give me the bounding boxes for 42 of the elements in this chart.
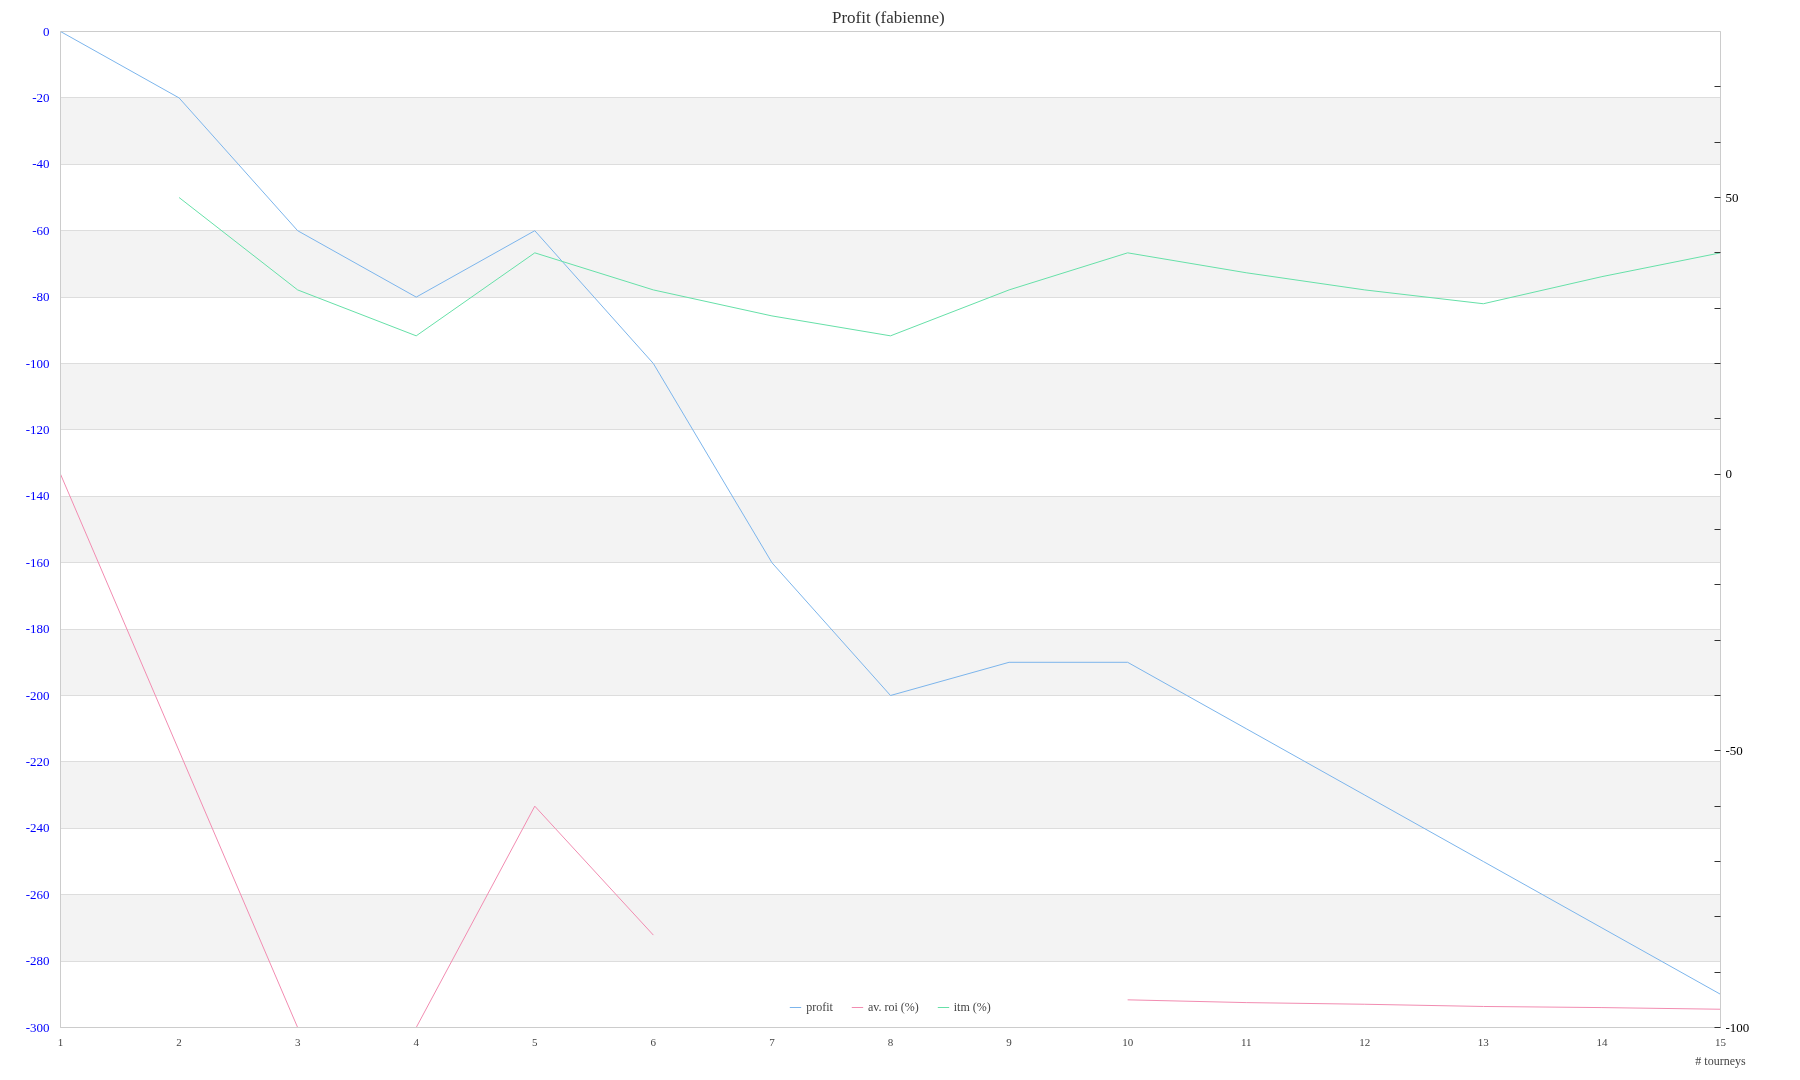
- y2-tick-label: -50: [1725, 742, 1743, 758]
- y-tick-label: -80: [32, 289, 50, 305]
- y-tick-label: -100: [25, 355, 50, 371]
- y2-tick-label: 50: [1725, 189, 1739, 205]
- y-tick-label: -300: [25, 1019, 50, 1035]
- x-tick-label: 6: [650, 1035, 657, 1048]
- y2-tick-label: 0: [1725, 466, 1732, 482]
- chart-title: Profit (fabienne): [831, 7, 945, 27]
- x-tick-label: 7: [769, 1035, 776, 1048]
- legend-label: av. roi (%): [867, 999, 919, 1015]
- y-tick-label: -280: [25, 953, 50, 969]
- legend-label: profit: [806, 999, 833, 1015]
- x-tick-label: 10: [1122, 1035, 1134, 1048]
- x-tick-label: 11: [1240, 1035, 1252, 1048]
- x-tick-label: 8: [887, 1035, 894, 1048]
- x-axis-title: # tourneys: [1695, 1053, 1746, 1068]
- x-tick-label: 9: [1006, 1035, 1013, 1048]
- x-tick-label: 13: [1477, 1035, 1490, 1048]
- line-series: [178, 197, 1721, 337]
- x-tick-label: 14: [1596, 1035, 1608, 1048]
- x-tick-label: 1: [57, 1035, 64, 1048]
- y2-tick-label: -100: [1725, 1019, 1750, 1035]
- y-tick-label: 0: [43, 23, 50, 39]
- y-tick-label: -180: [25, 621, 50, 637]
- y-tick-label: -20: [32, 89, 50, 105]
- line-series: [60, 31, 1721, 995]
- y-tick-label: -220: [25, 753, 50, 769]
- y-tick-label: -160: [25, 554, 50, 570]
- x-tick-label: 5: [532, 1035, 539, 1048]
- y-tick-label: -60: [32, 222, 50, 238]
- y-tick-label: -40: [32, 156, 50, 172]
- x-tick-label: 2: [176, 1035, 182, 1048]
- legend-label: itm (%): [953, 999, 991, 1015]
- y-tick-label: -120: [25, 421, 50, 437]
- y-tick-label: -140: [25, 488, 50, 504]
- y-tick-label: -200: [25, 687, 50, 703]
- x-tick-label: 12: [1359, 1035, 1371, 1048]
- x-tick-label: 3: [294, 1035, 301, 1048]
- y-tick-label: -260: [25, 886, 50, 902]
- y-tick-label: -240: [25, 820, 50, 836]
- x-tick-label: 4: [413, 1035, 420, 1048]
- x-tick-label: 15: [1715, 1035, 1727, 1048]
